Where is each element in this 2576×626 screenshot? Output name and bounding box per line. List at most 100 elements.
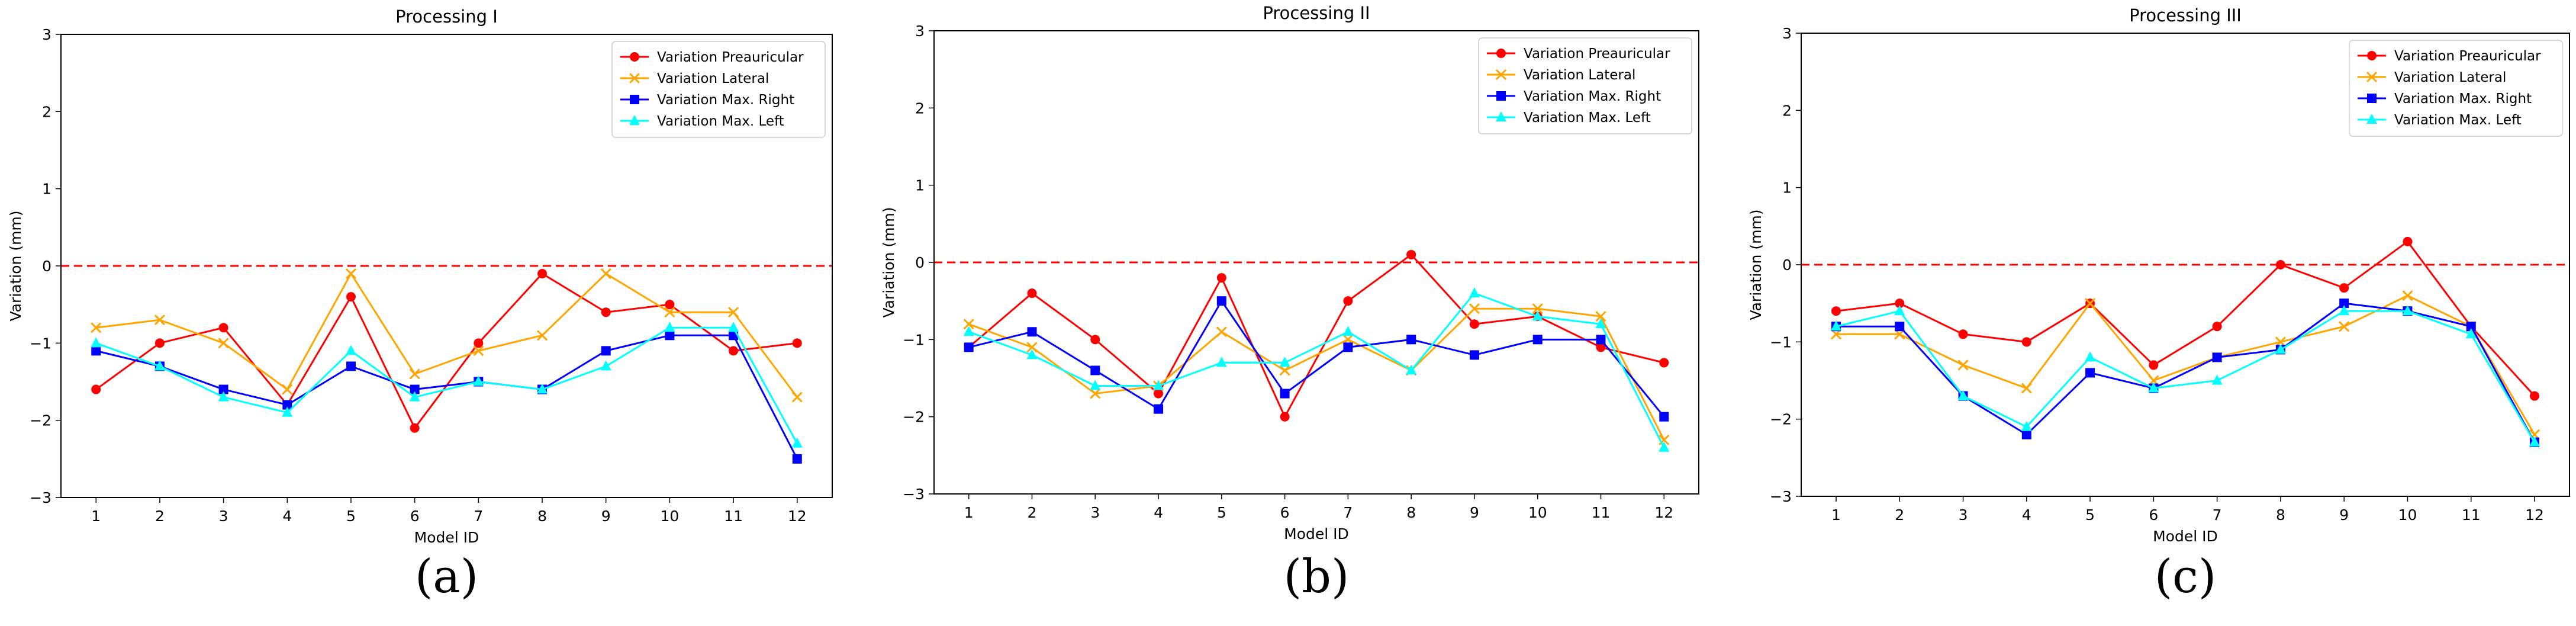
data-point-variation-max-right — [2466, 322, 2476, 332]
data-point-variation-lateral-stroke-b — [1595, 311, 1606, 322]
y-axis-label: Variation (mm) — [1747, 209, 1764, 320]
x-tick-label: 1 — [91, 508, 101, 525]
x-tick-label: 2 — [155, 508, 165, 525]
data-point-variation-max-left — [218, 391, 229, 402]
data-point-variation-max-left — [2085, 351, 2096, 362]
y-tick-label: 3 — [915, 23, 925, 40]
plot-frame — [933, 30, 1699, 495]
series-line-variation-preauricular — [1836, 240, 2536, 397]
series-line-variation-max-right — [95, 334, 798, 460]
data-point-variation-lateral-stroke-b — [1957, 359, 1969, 371]
series-line-variation-lateral — [968, 307, 1665, 441]
data-point-variation-max-left — [1532, 310, 1543, 321]
legend-box — [1478, 37, 1692, 134]
data-point-variation-max-left — [728, 322, 739, 332]
x-tick-label: 6 — [1280, 504, 1290, 521]
data-point-variation-preauricular — [1154, 389, 1164, 399]
data-point-variation-max-left — [2465, 328, 2477, 339]
legend-swatch-marker — [2366, 114, 2377, 124]
legend-swatch-marker — [630, 95, 639, 104]
data-point-variation-lateral-stroke-b — [1279, 365, 1290, 376]
chart-title: Processing I — [395, 7, 498, 27]
data-point-variation-lateral — [282, 384, 293, 395]
data-point-variation-max-right — [1659, 412, 1669, 422]
data-point-variation-preauricular — [2021, 337, 2031, 347]
data-point-variation-lateral-stroke-b — [963, 319, 974, 330]
y-tick-label: 1 — [1782, 179, 1792, 197]
y-tick-label: −1 — [30, 335, 51, 352]
data-point-variation-lateral — [1090, 388, 1101, 399]
x-tick-label: 10 — [1528, 504, 1547, 521]
legend-label: Variation Max. Left — [657, 114, 784, 129]
y-tick-label: −2 — [1770, 411, 1792, 428]
y-tick-label: 2 — [1782, 102, 1792, 119]
data-point-variation-max-right — [346, 361, 356, 371]
data-point-variation-preauricular — [1343, 296, 1353, 306]
data-point-variation-max-right — [601, 346, 611, 356]
legend-swatch-marker — [2367, 94, 2377, 103]
legend-label: Variation Max. Right — [2394, 91, 2532, 107]
x-tick-label: 12 — [1654, 504, 1673, 521]
data-point-variation-max-left — [1831, 320, 1841, 331]
x-tick-label: 11 — [1592, 504, 1611, 521]
data-point-variation-max-right — [1343, 342, 1353, 352]
data-point-variation-max-left — [1279, 357, 1290, 367]
data-point-variation-preauricular — [1406, 249, 1416, 259]
data-point-variation-lateral — [1595, 311, 1606, 322]
chart-title: Processing III — [2129, 5, 2242, 25]
data-point-variation-max-right — [1469, 350, 1479, 360]
legend-box — [2349, 40, 2563, 137]
data-point-variation-max-right — [2212, 352, 2222, 362]
data-point-variation-lateral — [345, 268, 357, 280]
data-point-variation-max-left — [1469, 287, 1480, 298]
data-point-variation-lateral-stroke-b — [600, 268, 611, 280]
data-point-variation-max-right — [665, 330, 675, 341]
y-axis-label: Variation (mm) — [880, 207, 897, 317]
legend-label: Variation Lateral — [1524, 68, 1635, 83]
data-point-variation-preauricular — [474, 338, 484, 348]
y-tick-label: 3 — [1782, 25, 1792, 42]
data-point-variation-lateral-stroke-b — [473, 345, 484, 357]
data-point-variation-preauricular — [792, 338, 802, 348]
x-axis-label: Model ID — [2153, 528, 2218, 545]
data-point-variation-lateral-stroke-b — [2085, 298, 2096, 309]
data-point-variation-max-right — [91, 346, 101, 356]
panel-caption: (a) — [415, 550, 478, 603]
x-axis-label: Model ID — [1284, 525, 1349, 542]
data-point-variation-preauricular — [601, 307, 611, 317]
data-point-variation-preauricular — [154, 338, 165, 348]
series-line-variation-max-left — [95, 326, 798, 444]
data-point-variation-max-left — [1342, 326, 1354, 336]
data-point-variation-lateral — [154, 314, 165, 326]
y-tick-label: 0 — [1782, 256, 1792, 274]
series-line-variation-max-right — [968, 300, 1665, 418]
data-point-variation-lateral — [963, 319, 974, 330]
data-point-variation-max-right — [1280, 389, 1290, 399]
data-point-variation-preauricular — [1216, 273, 1226, 283]
data-point-variation-lateral — [91, 322, 102, 333]
data-point-variation-preauricular — [2149, 360, 2159, 370]
data-point-variation-preauricular — [1596, 342, 1606, 352]
data-point-variation-preauricular — [1895, 298, 1905, 309]
x-tick-label: 7 — [2213, 506, 2222, 524]
y-tick-label: 0 — [42, 258, 51, 275]
data-point-variation-preauricular — [2275, 260, 2285, 269]
legend-label: Variation Lateral — [657, 71, 769, 86]
x-tick-label: 10 — [2398, 506, 2417, 524]
data-point-variation-max-right — [2085, 368, 2095, 378]
data-point-variation-lateral-stroke-b — [154, 314, 165, 326]
legend-swatch-marker — [1496, 111, 1506, 121]
x-axis-label: Model ID — [414, 529, 479, 546]
data-point-variation-lateral-stroke-b — [91, 322, 102, 333]
data-point-variation-lateral-stroke-b — [345, 268, 357, 280]
y-tick-label: 2 — [915, 99, 925, 117]
y-axis-label: Variation (mm) — [7, 210, 24, 321]
y-tick-label: 2 — [42, 103, 51, 120]
data-point-variation-max-left — [345, 345, 356, 355]
data-point-variation-max-right — [2021, 429, 2031, 439]
data-point-variation-max-left — [963, 326, 974, 336]
data-point-variation-lateral — [2402, 290, 2413, 301]
